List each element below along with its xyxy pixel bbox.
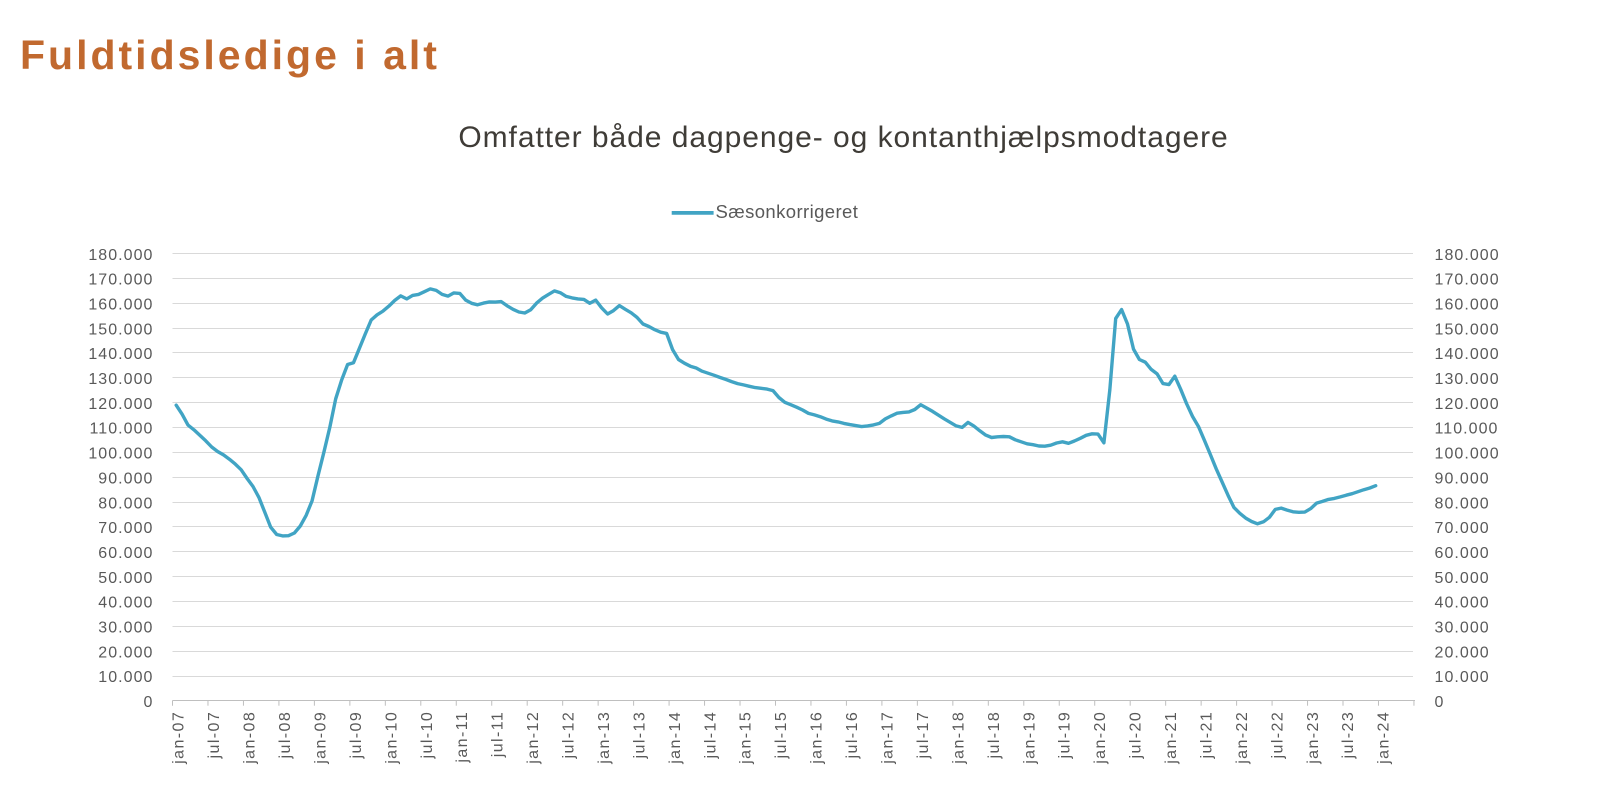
svg-text:jan-24: jan-24 bbox=[1376, 711, 1393, 765]
svg-text:jul-08: jul-08 bbox=[277, 711, 294, 760]
svg-text:160.000: 160.000 bbox=[88, 297, 153, 314]
svg-text:0: 0 bbox=[144, 694, 154, 711]
svg-text:jul-16: jul-16 bbox=[844, 711, 861, 760]
svg-text:100.000: 100.000 bbox=[88, 446, 153, 463]
svg-text:20.000: 20.000 bbox=[1435, 644, 1490, 661]
svg-text:jul-20: jul-20 bbox=[1128, 711, 1145, 760]
svg-text:50.000: 50.000 bbox=[98, 570, 153, 587]
svg-text:170.000: 170.000 bbox=[1435, 272, 1500, 289]
svg-text:jul-19: jul-19 bbox=[1057, 711, 1074, 760]
svg-text:70.000: 70.000 bbox=[98, 520, 153, 537]
svg-text:jul-10: jul-10 bbox=[419, 711, 436, 760]
svg-text:10.000: 10.000 bbox=[1435, 669, 1490, 686]
svg-text:jan-13: jan-13 bbox=[596, 711, 613, 765]
svg-text:jan-17: jan-17 bbox=[880, 711, 897, 765]
svg-text:140.000: 140.000 bbox=[1435, 346, 1500, 363]
svg-text:110.000: 110.000 bbox=[1435, 421, 1499, 438]
svg-text:jan-10: jan-10 bbox=[383, 711, 400, 765]
svg-text:60.000: 60.000 bbox=[1435, 545, 1490, 562]
svg-text:jan-19: jan-19 bbox=[1021, 711, 1038, 765]
svg-text:jan-18: jan-18 bbox=[950, 711, 967, 765]
svg-text:jan-11: jan-11 bbox=[454, 711, 471, 764]
svg-text:110.000: 110.000 bbox=[90, 421, 154, 438]
svg-text:50.000: 50.000 bbox=[1435, 570, 1490, 587]
svg-text:jul-14: jul-14 bbox=[702, 711, 719, 760]
svg-text:70.000: 70.000 bbox=[1435, 520, 1490, 537]
svg-text:jul-18: jul-18 bbox=[986, 711, 1003, 760]
svg-text:20.000: 20.000 bbox=[98, 644, 153, 661]
svg-text:jan-20: jan-20 bbox=[1092, 711, 1109, 765]
svg-text:jan-14: jan-14 bbox=[667, 711, 684, 765]
svg-text:30.000: 30.000 bbox=[98, 620, 153, 637]
svg-text:jul-07: jul-07 bbox=[206, 711, 223, 760]
svg-text:150.000: 150.000 bbox=[88, 321, 153, 338]
svg-text:jul-15: jul-15 bbox=[773, 711, 790, 760]
svg-text:jan-21: jan-21 bbox=[1163, 711, 1180, 765]
svg-text:jan-07: jan-07 bbox=[171, 711, 188, 765]
svg-text:jul-13: jul-13 bbox=[631, 711, 648, 760]
svg-text:120.000: 120.000 bbox=[1435, 396, 1500, 413]
svg-text:jan-16: jan-16 bbox=[809, 711, 826, 765]
svg-text:130.000: 130.000 bbox=[88, 371, 153, 388]
svg-text:jan-23: jan-23 bbox=[1305, 711, 1322, 765]
svg-text:jul-11: jul-11 bbox=[490, 711, 507, 758]
svg-text:jul-17: jul-17 bbox=[915, 711, 932, 760]
svg-text:40.000: 40.000 bbox=[1435, 595, 1490, 612]
svg-text:90.000: 90.000 bbox=[98, 470, 153, 487]
svg-text:jul-09: jul-09 bbox=[348, 711, 365, 760]
svg-text:jan-15: jan-15 bbox=[738, 711, 755, 765]
svg-text:80.000: 80.000 bbox=[1435, 495, 1490, 512]
svg-text:jul-22: jul-22 bbox=[1269, 711, 1286, 760]
svg-text:jan-22: jan-22 bbox=[1234, 711, 1251, 765]
svg-text:160.000: 160.000 bbox=[1435, 297, 1500, 314]
svg-text:jul-23: jul-23 bbox=[1340, 711, 1357, 760]
svg-text:180.000: 180.000 bbox=[88, 247, 153, 264]
svg-text:10.000: 10.000 bbox=[98, 669, 153, 686]
svg-text:jul-12: jul-12 bbox=[561, 711, 578, 760]
svg-text:150.000: 150.000 bbox=[1435, 321, 1500, 338]
svg-text:jan-08: jan-08 bbox=[242, 711, 259, 765]
svg-text:jan-09: jan-09 bbox=[313, 711, 330, 765]
svg-text:90.000: 90.000 bbox=[1435, 470, 1490, 487]
svg-text:Sæsonkorrigeret: Sæsonkorrigeret bbox=[716, 201, 859, 222]
svg-text:jul-21: jul-21 bbox=[1199, 711, 1216, 760]
svg-text:140.000: 140.000 bbox=[88, 346, 153, 363]
svg-text:80.000: 80.000 bbox=[98, 495, 153, 512]
svg-text:0: 0 bbox=[1435, 694, 1445, 711]
svg-text:30.000: 30.000 bbox=[1435, 620, 1490, 637]
svg-text:120.000: 120.000 bbox=[88, 396, 153, 413]
svg-text:jan-12: jan-12 bbox=[525, 711, 542, 765]
svg-text:130.000: 130.000 bbox=[1435, 371, 1500, 388]
svg-text:170.000: 170.000 bbox=[88, 272, 153, 289]
svg-text:100.000: 100.000 bbox=[1435, 446, 1500, 463]
svg-text:60.000: 60.000 bbox=[98, 545, 153, 562]
svg-text:180.000: 180.000 bbox=[1435, 247, 1500, 264]
svg-text:40.000: 40.000 bbox=[98, 595, 153, 612]
